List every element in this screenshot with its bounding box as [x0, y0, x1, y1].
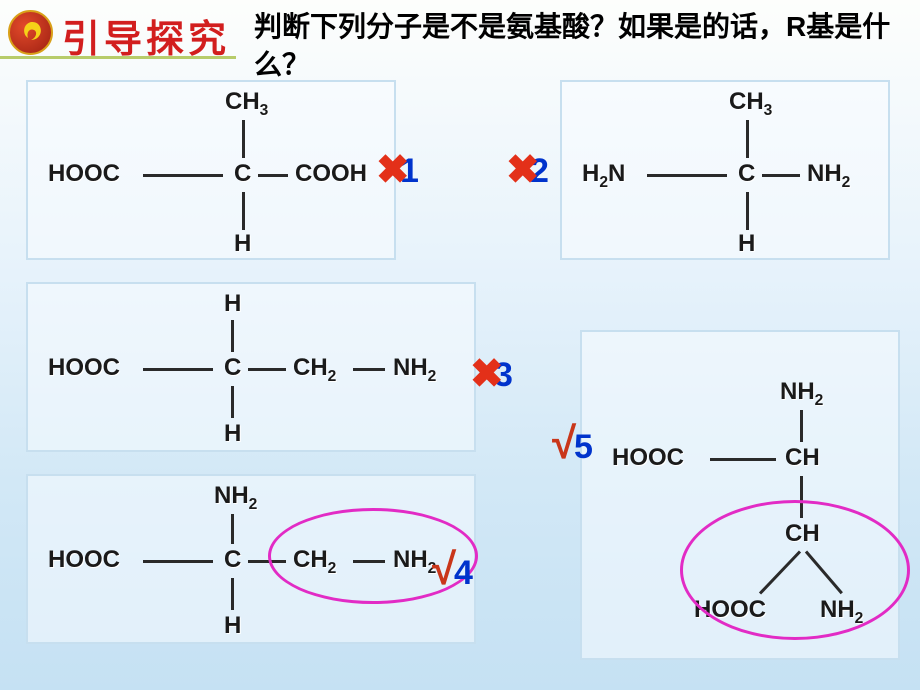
header-title: 引导探究 — [62, 8, 230, 63]
logo-badge — [8, 10, 53, 55]
atom-c: C — [234, 160, 251, 188]
swirl-icon — [16, 18, 46, 48]
bond — [353, 368, 385, 371]
atom-bot: H — [738, 230, 755, 258]
atom-left: H2N — [582, 160, 625, 192]
molecule-m3: H HOOC C CH2 NH2 H — [26, 282, 476, 452]
atom-bot: H — [234, 230, 251, 258]
mol-number: 5 — [574, 428, 593, 467]
atom-left: HOOC — [48, 160, 120, 188]
atom-top: CH3 — [225, 88, 268, 120]
atom-c: C — [738, 160, 755, 188]
r-group-ring — [680, 500, 910, 640]
check-icon: √ — [552, 422, 576, 466]
cross-icon: ✖ — [376, 150, 410, 190]
atom-top: H — [224, 290, 241, 318]
bond — [231, 578, 234, 610]
atom-top: CH3 — [729, 88, 772, 120]
atom-right: NH2 — [807, 160, 850, 192]
bond — [231, 386, 234, 418]
bond — [143, 174, 223, 177]
bond — [746, 192, 749, 230]
atom-ch2: CH2 — [293, 354, 336, 386]
atom-right: COOH — [295, 160, 367, 188]
atom-nh2t: NH2 — [780, 378, 823, 410]
bond — [647, 174, 727, 177]
atom-bot: H — [224, 420, 241, 448]
molecule-m5: NH2HOOCCHCHHOOCNH2 — [580, 330, 900, 660]
bond — [143, 560, 213, 563]
bond — [800, 410, 803, 442]
molecule-m2: CH3 H2N C NH2 H — [560, 80, 890, 260]
atom-left: HOOC — [48, 354, 120, 382]
atom-ch1: CH — [785, 444, 820, 472]
bond — [248, 368, 286, 371]
bond — [242, 120, 245, 158]
question-text: 判断下列分子是不是氨基酸？如果是的话，R基是什么？ — [254, 8, 904, 84]
atom-c: C — [224, 354, 241, 382]
bond — [258, 174, 288, 177]
atom-left: HOOC — [48, 546, 120, 574]
bond — [762, 174, 800, 177]
molecule-m4: NH2HOOCCCH2NH2H — [26, 474, 476, 644]
bond — [231, 514, 234, 544]
cross-icon: ✖ — [470, 354, 504, 394]
cross-icon: ✖ — [506, 150, 540, 190]
bond — [242, 192, 245, 230]
bond — [231, 320, 234, 352]
check-icon: √ — [432, 548, 456, 592]
bond — [746, 120, 749, 158]
mol-number: 4 — [454, 554, 473, 593]
molecule-m1: CH3 HOOC C COOH H — [26, 80, 396, 260]
bond — [143, 368, 213, 371]
header-underline — [0, 56, 236, 59]
atom-bot: H — [224, 612, 241, 640]
atom-c: C — [224, 546, 241, 574]
atom-hooc: HOOC — [612, 444, 684, 472]
atom-top: NH2 — [214, 482, 257, 514]
bond — [710, 458, 776, 461]
atom-nh2: NH2 — [393, 354, 436, 386]
